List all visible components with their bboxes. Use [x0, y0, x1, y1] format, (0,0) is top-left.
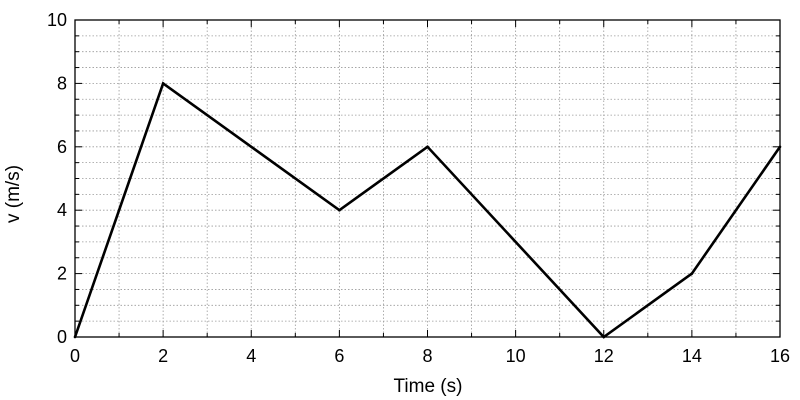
x-tick-label: 16	[770, 346, 790, 366]
x-tick-label: 8	[422, 346, 432, 366]
grid	[75, 20, 780, 337]
y-tick-label: 2	[57, 264, 67, 284]
x-tick-label: 10	[506, 346, 526, 366]
plot-frame	[74, 19, 781, 338]
data-point	[161, 82, 165, 85]
x-tick-label: 14	[682, 346, 702, 366]
y-tick-label: 0	[57, 327, 67, 347]
y-tick-label: 6	[57, 137, 67, 157]
x-tick-label: 0	[70, 346, 80, 366]
x-tick-label: 4	[246, 346, 256, 366]
x-tick-label: 2	[158, 346, 168, 366]
y-tick-label: 8	[57, 73, 67, 93]
y-tick-label: 10	[47, 10, 67, 30]
data-point	[338, 208, 341, 212]
x-tick-label: 6	[334, 346, 344, 366]
x-tick-label: 12	[594, 346, 614, 366]
x-axis-label: Time (s)	[394, 376, 463, 397]
minor-ticks	[75, 20, 780, 337]
y-tick-label: 4	[57, 200, 67, 220]
x-tick-labels: 0 2 4 6 8 10 12 14 16	[70, 346, 790, 366]
y-axis-label: v (m/s)	[3, 165, 24, 223]
data-point	[690, 272, 694, 275]
data-point	[426, 145, 429, 149]
y-tick-labels: 0 2 4 6 8 10	[47, 10, 67, 347]
